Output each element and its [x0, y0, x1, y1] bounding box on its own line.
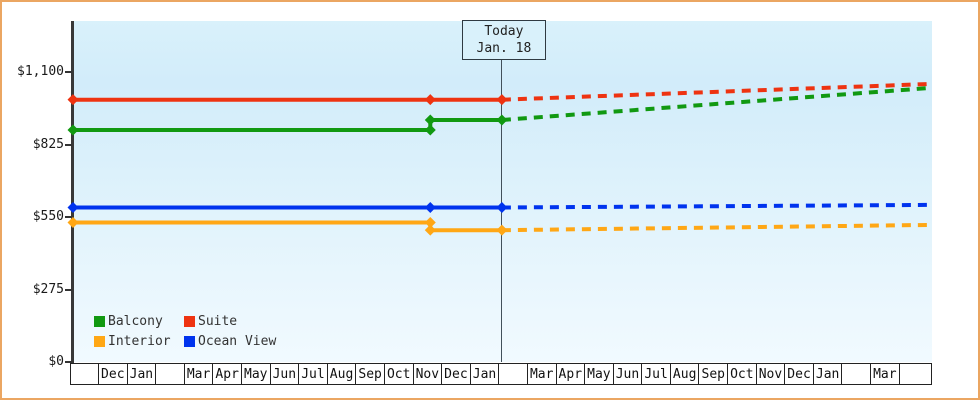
month-cell-oct-11: Oct — [385, 364, 414, 384]
suite-forecast-line — [501, 81, 933, 102]
month-row-filler — [900, 364, 931, 384]
interior-marker — [67, 217, 79, 229]
ocean-view-forecast-line — [501, 202, 933, 210]
month-cell-jul-20: Jul — [642, 364, 671, 384]
interior-swatch-icon — [94, 336, 105, 347]
today-annotation-box: Today Jan. 18 — [461, 20, 546, 60]
month-cell-sep-10: Sep — [356, 364, 385, 384]
month-cell-mar-28: Mar — [871, 364, 900, 384]
interior-marker — [424, 224, 436, 236]
month-cell-nov-12: Nov — [414, 364, 443, 384]
plot-area-background — [73, 21, 932, 362]
month-cell-apr-5: Apr — [213, 364, 242, 384]
month-cell-empty-15 — [499, 364, 528, 384]
month-cell-jun-7: Jun — [271, 364, 300, 384]
x-axis-month-row: Dec Jan Mar Apr May Jun Jul Aug Sep Oct Nov Dec Jan M… — [70, 363, 932, 385]
interior-marker — [496, 224, 508, 236]
month-cell-oct-23: Oct — [728, 364, 757, 384]
balcony-swatch-icon — [94, 316, 105, 327]
legend-item-balcony: Balcony — [94, 314, 184, 329]
month-cell-mar-16: Mar — [528, 364, 557, 384]
month-cell-aug-21: Aug — [671, 364, 700, 384]
month-cell-empty-3 — [156, 364, 185, 384]
ocean-view-marker — [424, 202, 436, 214]
today-label: Today — [484, 24, 524, 39]
month-cell-aug-9: Aug — [328, 364, 357, 384]
month-cell-jun-19: Jun — [614, 364, 643, 384]
y-tick — [65, 216, 72, 218]
legend: Balcony Suite Interior Ocean View — [94, 314, 276, 349]
month-cell-jul-8: Jul — [299, 364, 328, 384]
legend-label: Ocean View — [198, 334, 277, 349]
ocean-view-marker — [67, 202, 79, 214]
balcony-forecast-line — [501, 85, 933, 122]
legend-item-ocean-view: Ocean View — [184, 334, 276, 349]
y-tick-label-550: $550 — [32, 209, 64, 224]
suite-marker — [496, 94, 508, 106]
ocean-view-swatch-icon — [184, 336, 195, 347]
month-cell-mar-4: Mar — [185, 364, 214, 384]
month-cell-may-6: May — [242, 364, 271, 384]
y-axis-line — [71, 21, 74, 364]
month-cell-may-18: May — [585, 364, 614, 384]
month-cell-dec-25: Dec — [785, 364, 814, 384]
y-tick-label-1100: $1,100 — [17, 64, 64, 79]
month-cell-jan-26: Jan — [814, 364, 843, 384]
y-tick — [65, 143, 72, 146]
month-cell-apr-17: Apr — [557, 364, 586, 384]
month-cell-dec-13: Dec — [442, 364, 471, 384]
price-lines-canvas — [67, 81, 933, 236]
month-cell-dec-1: Dec — [99, 364, 128, 384]
month-cell-sep-22: Sep — [699, 364, 729, 384]
today-date: Jan. 18 — [476, 41, 532, 56]
balcony-marker — [496, 114, 508, 126]
month-cell-empty-0 — [71, 364, 99, 384]
y-tick — [65, 288, 72, 291]
balcony-marker — [67, 124, 79, 136]
month-cell-nov-24: Nov — [757, 364, 786, 384]
interior-marker — [424, 217, 436, 229]
ocean-view-marker — [496, 202, 508, 214]
month-cell-jan-2: Jan — [128, 364, 157, 384]
month-cell-empty-27 — [842, 364, 872, 384]
legend-label: Suite — [198, 314, 238, 329]
y-tick-label-0: $0 — [48, 354, 64, 369]
month-cell-jan-14: Jan — [471, 364, 500, 384]
legend-item-interior: Interior — [94, 334, 184, 349]
legend-label: Balcony — [108, 314, 163, 329]
interior-price-line — [73, 220, 502, 233]
y-tick-label-825: $825 — [32, 136, 64, 152]
y-tick — [65, 71, 72, 73]
balcony-marker — [424, 114, 436, 126]
balcony-marker — [424, 124, 436, 136]
suite-swatch-icon — [184, 316, 195, 327]
y-tick-label-275: $275 — [32, 281, 64, 297]
legend-label: Interior — [108, 334, 171, 349]
suite-marker — [67, 94, 79, 106]
y-tick — [65, 361, 72, 363]
legend-item-suite: Suite — [184, 314, 276, 329]
suite-marker — [424, 94, 436, 106]
balcony-price-line — [73, 118, 502, 132]
interior-forecast-line — [501, 222, 933, 233]
